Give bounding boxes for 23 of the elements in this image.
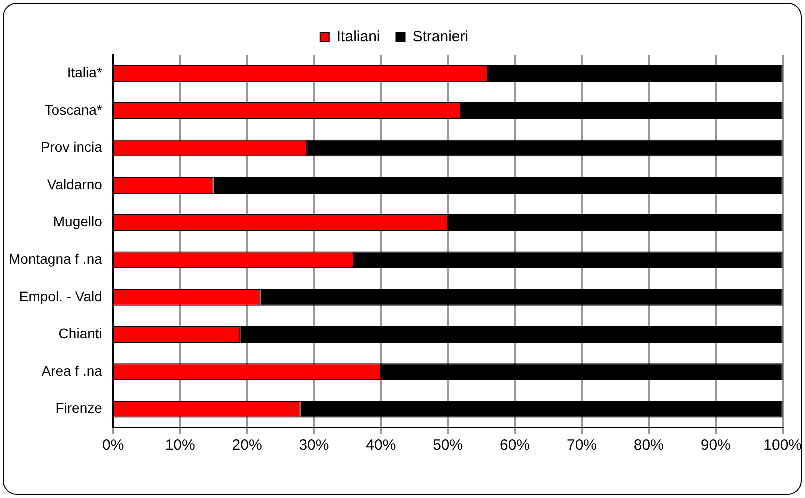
y-tick-label: Chianti bbox=[58, 326, 102, 342]
x-tick-label: 10% bbox=[165, 437, 196, 454]
y-tick-label: Valdarno bbox=[47, 176, 103, 192]
x-tick-label: 20% bbox=[232, 437, 262, 454]
y-tick-label: Toscana* bbox=[44, 102, 103, 118]
y-tick-label: Firenze bbox=[56, 400, 103, 416]
legend-label: Italiani bbox=[336, 28, 380, 46]
y-tick-label: Empol. - Vald bbox=[19, 288, 102, 304]
y-tick-label: Mugello bbox=[53, 214, 103, 230]
y-tick-label: Italia* bbox=[67, 64, 103, 81]
x-tick-label: 40% bbox=[366, 437, 396, 454]
x-tick-label: 70% bbox=[566, 437, 598, 454]
legend-label: Stranieri bbox=[412, 28, 469, 46]
y-tick-label: Prov incia bbox=[40, 139, 103, 156]
y-tick-label: Montagna f .na bbox=[8, 251, 103, 268]
x-tick-label: 30% bbox=[299, 437, 330, 454]
x-tick-label: 50% bbox=[433, 437, 464, 454]
y-tick-label: Area f .na bbox=[42, 362, 103, 379]
x-tick-label: 60% bbox=[500, 437, 530, 454]
x-tick-label: 0% bbox=[102, 437, 124, 454]
x-tick-label: 80% bbox=[634, 437, 664, 454]
x-tick-label: 90% bbox=[700, 437, 731, 454]
x-tick-label: 100% bbox=[764, 437, 802, 454]
